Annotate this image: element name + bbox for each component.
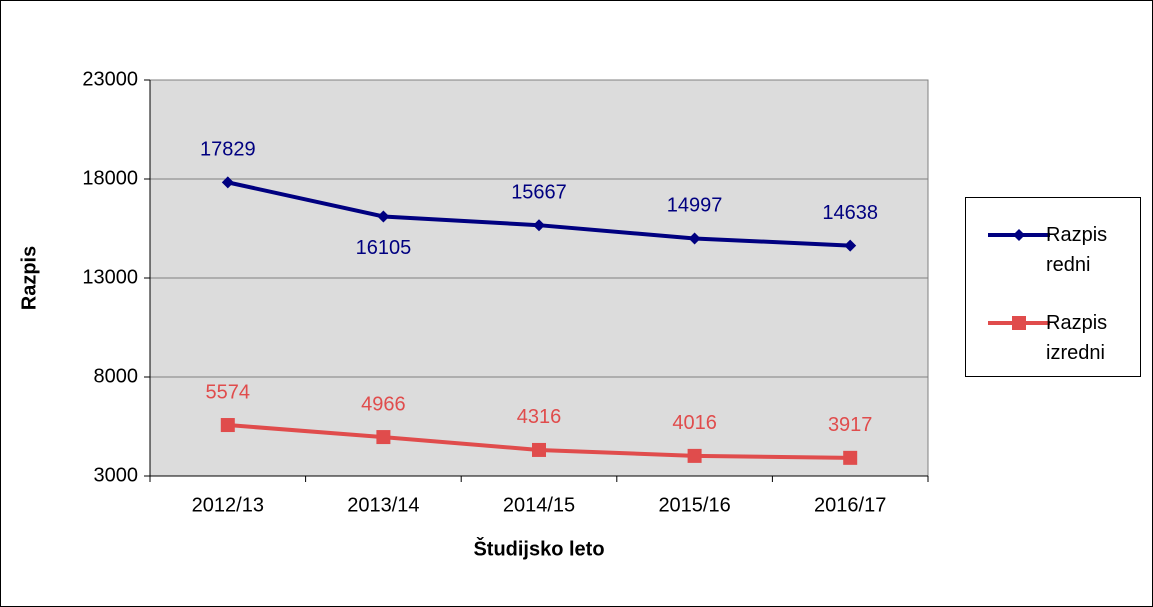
data-label: 15667	[511, 181, 567, 203]
x-tick-label: 2016/17	[814, 494, 886, 516]
data-label: 3917	[828, 414, 873, 436]
data-label: 16105	[356, 237, 412, 259]
marker	[377, 210, 390, 223]
x-tick-label: 2012/13	[192, 494, 264, 516]
legend-marker	[1013, 229, 1025, 241]
marker	[220, 418, 235, 433]
x-axis-label: Študijsko leto	[473, 536, 604, 560]
data-label: 4966	[361, 393, 406, 415]
x-tick-label: 2014/15	[503, 494, 575, 516]
data-label: 17829	[200, 139, 256, 161]
x-tick-label: 2013/14	[347, 494, 419, 516]
marker	[376, 430, 391, 445]
data-label: 14638	[822, 202, 878, 224]
legend-swatch	[988, 229, 1050, 241]
legend-marker	[1012, 316, 1026, 330]
y-tick-label: 13000	[82, 266, 138, 288]
data-label: 14997	[667, 195, 723, 217]
legend-swatch	[988, 316, 1050, 330]
y-tick-label: 23000	[82, 68, 138, 90]
legend: Razpis redni Razpis izredni	[965, 197, 1141, 377]
marker	[844, 239, 857, 252]
marker	[221, 176, 234, 189]
marker	[687, 448, 702, 463]
marker	[843, 450, 858, 465]
y-axis-label: Razpis	[18, 246, 40, 310]
y-tick-label: 3000	[94, 464, 139, 486]
data-label: 5574	[206, 381, 251, 403]
x-tick-label: 2015/16	[658, 494, 730, 516]
legend-label: Razpis redni	[1046, 224, 1108, 276]
legend-label: Razpis izredni	[1046, 312, 1108, 364]
data-label: 4316	[517, 406, 562, 428]
marker	[688, 232, 701, 245]
y-tick-label: 18000	[82, 167, 138, 189]
marker	[533, 219, 545, 232]
y-tick-label: 8000	[94, 365, 139, 387]
marker	[532, 442, 546, 457]
data-label: 4016	[672, 412, 717, 434]
